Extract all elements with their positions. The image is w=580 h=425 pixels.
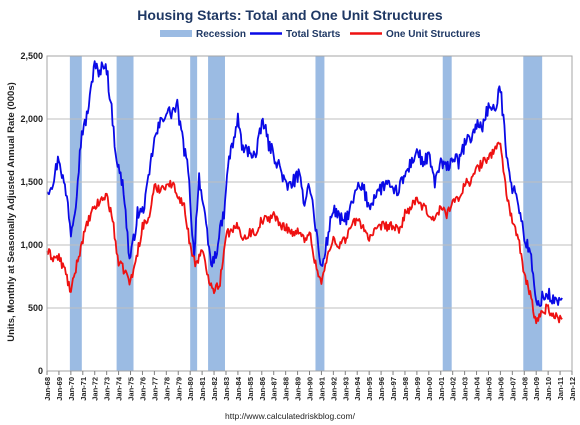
x-tick-label: Jan-88 (282, 377, 291, 401)
x-tick-label: Jan-72 (91, 377, 100, 401)
x-tick-label: Jan-04 (473, 376, 482, 401)
x-tick-label: Jan-81 (198, 377, 207, 401)
x-tick-label: Jan-79 (174, 377, 183, 401)
x-tick-label: Jan-08 (520, 377, 529, 401)
x-tick-label: Jan-06 (496, 377, 505, 401)
series-line-one-unit-structures (46, 141, 563, 325)
chart-title: Housing Starts: Total and One Unit Struc… (137, 7, 443, 23)
x-tick-label: Jan-95 (365, 377, 374, 401)
y-tick-label: 1,000 (20, 240, 43, 250)
y-tick-label: 0 (38, 366, 43, 376)
recession-band (69, 56, 82, 371)
recession-band (208, 56, 225, 371)
x-tick-label: Jan-93 (341, 377, 350, 401)
y-tick-labels: 0 500 1,000 1,500 2,000 2,500 (20, 51, 43, 376)
x-tick-label: Jan-74 (115, 376, 124, 401)
x-tick-label: Jan-00 (425, 377, 434, 401)
y-tick-label: 500 (28, 303, 43, 313)
y-tick-label: 1,500 (20, 177, 43, 187)
legend-label-recession: Recession (196, 29, 246, 40)
recession-band (523, 56, 543, 371)
x-tick-label: Jan-90 (306, 377, 315, 401)
axes (46, 55, 573, 375)
y-tick-label: 2,500 (20, 51, 43, 61)
series-lines (46, 60, 563, 325)
x-tick-label: Jan-09 (532, 377, 541, 401)
x-tick-label: Jan-75 (127, 377, 136, 401)
y-axis-label: Units, Monthly at Seasonally Adjusted An… (6, 82, 17, 342)
x-tick-label: Jan-03 (461, 377, 470, 401)
legend-label-total-starts: Total Starts (286, 29, 341, 40)
x-tick-label: Jan-78 (162, 377, 171, 401)
x-tick-label: Jan-12 (568, 377, 577, 401)
x-tick-label: Jan-84 (234, 376, 243, 401)
y-tick-label: 2,000 (20, 114, 43, 124)
x-tick-label: Jan-70 (67, 377, 76, 401)
x-tick-label: Jan-71 (79, 377, 88, 401)
plot-area (47, 56, 572, 371)
x-tick-label: Jan-05 (484, 377, 493, 401)
x-tick-label: Jan-68 (43, 377, 52, 401)
x-tick-label: Jan-69 (55, 377, 64, 401)
x-tick-label: Jan-11 (556, 377, 565, 400)
x-tick-label: Jan-82 (210, 377, 219, 401)
x-tick-label: Jan-01 (437, 377, 446, 401)
source-url: http://www.calculatedriskblog.com/ (225, 411, 356, 421)
x-tick-label: Jan-10 (544, 377, 553, 401)
x-tick-label: Jan-73 (103, 377, 112, 401)
x-tick-label: Jan-77 (150, 377, 159, 401)
x-tick-label: Jan-94 (353, 376, 362, 401)
x-tick-label: Jan-07 (508, 377, 517, 401)
x-tick-label: Jan-76 (138, 377, 147, 401)
legend-swatch-recession (160, 30, 192, 37)
x-tick-labels: Jan-68 Jan-69 Jan-70 Jan-71 Jan-72 Jan-73 Jan-… (43, 376, 577, 401)
x-tick-label: Jan-97 (389, 377, 398, 401)
x-tick-label: Jan-86 (258, 377, 267, 401)
series-line-total-starts (46, 60, 563, 307)
x-tick-label: Jan-92 (329, 377, 338, 401)
recession-band (315, 56, 325, 371)
x-tick-label: Jan-87 (270, 377, 279, 401)
x-tick-label: Jan-99 (413, 377, 422, 401)
x-tick-label: Jan-91 (317, 377, 326, 401)
legend-label-one-unit: One Unit Structures (386, 29, 481, 40)
x-tick-label: Jan-80 (186, 377, 195, 401)
x-tick-label: Jan-85 (246, 377, 255, 401)
recession-band (190, 56, 198, 371)
legend: Recession Total Starts One Unit Structur… (160, 29, 481, 40)
x-tick-label: Jan-98 (401, 377, 410, 401)
x-tick-label: Jan-89 (294, 377, 303, 401)
x-tick-label: Jan-02 (449, 377, 458, 401)
x-tick-label: Jan-96 (377, 377, 386, 401)
x-tick-label: Jan-83 (222, 377, 231, 401)
